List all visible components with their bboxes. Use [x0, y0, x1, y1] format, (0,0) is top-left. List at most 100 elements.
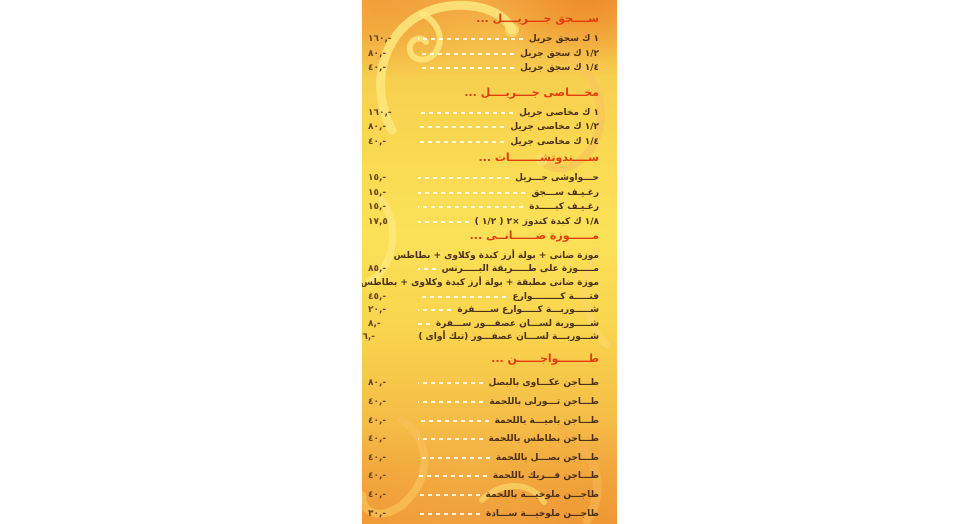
item-price: ٢٠,-: [368, 305, 387, 316]
item-price: ٣٠,-: [368, 508, 387, 519]
item-name: طـــاجن عكـــاوى بالبصل: [488, 378, 599, 389]
menu-item-row: شـــــوربة لســـان عصفـــور ســـفرة ٨,-: [368, 317, 599, 331]
menu-item-row: ١/٢ ك سجق جريل ٨٠,-: [368, 47, 599, 62]
section-title: طــــــــواجــــــن ...: [491, 352, 599, 366]
item-price: ٨٥,-: [368, 264, 387, 275]
menu-item-row: شـــــوربـــة كـــــوارع ســـــفرة ٢٠,-: [368, 303, 599, 317]
item-name: مـــــوزة على طـــــريقة البـــــرنس: [441, 264, 599, 275]
section-items: ١ ك سجق جريل ١٦٠,- ١/٢ ك سجق جريل ٨٠,- ١…: [368, 32, 599, 76]
dashed-leader: [418, 322, 430, 325]
item-name: ١/٨ ك كبدة كندوز ×٢ ( ١/٢ ): [474, 216, 599, 227]
menu-item-row: ١ ك مخاصى جريل ١٦٠,-: [368, 106, 599, 121]
item-price: ٤٠,-: [368, 471, 387, 482]
menu-item-row: فتـــــة كـــــــــوارع ٤٥,-: [368, 290, 599, 304]
dashed-leader: [418, 512, 480, 515]
item-name: فتـــــة كـــــــــوارع: [512, 291, 599, 302]
menu-item-row: موزة ضانى + بولة أرز كبدة وكلاوى + بطاطس…: [368, 249, 599, 263]
menu-item-row: طـــاجن باميـــة باللحمة ٤٠,-: [368, 411, 599, 430]
item-price: ٨,-: [368, 318, 381, 329]
item-price: ٤٠,-: [368, 490, 387, 501]
menu-section: مــــــوزة ضــــــانــى ... موزة ضانى + …: [362, 229, 599, 345]
menu-item-row: طـــاجن تـــورلى باللحمة ٤٠,-: [368, 393, 599, 412]
dashed-leader: [418, 438, 483, 441]
menu-item-row: طـــاجن فـــريك باللحمة ٤٠,-: [368, 467, 599, 486]
menu-item-row: موزة ضانى مطبقة + بولة أرز كبدة وكلاوى +…: [362, 276, 599, 290]
menu-item-row: رغـيـف كبـــــدة ١٥,-: [368, 200, 599, 215]
dashed-leader: [418, 309, 452, 312]
item-price: ٨٠,-: [362, 251, 382, 261]
item-price: ٤٠,-: [368, 415, 387, 426]
item-price: ٦,-: [362, 332, 375, 343]
menu-section: ســــجق جــــريــــل ... ١ ك سجق جريل ١٦…: [368, 12, 599, 76]
menu-section: مخــــاصى جــــريــــل ... ١ ك مخاصى جري…: [368, 86, 599, 150]
item-price: ٨٠,-: [368, 48, 387, 59]
menu-item-row: ١ ك سجق جريل ١٦٠,-: [368, 32, 599, 47]
menu-panel: ســــجق جــــريــــل ... ١ ك سجق جريل ١٦…: [362, 0, 617, 524]
section-items: ١ ك مخاصى جريل ١٦٠,- ١/٢ ك مخاصى جريل ٨٠…: [368, 106, 599, 150]
item-name: شـــــوربة لســـان عصفـــور ســـفرة: [435, 318, 599, 329]
item-name: ١/٢ ك سجق جريل: [520, 48, 599, 59]
item-price: ٤٠,-: [368, 136, 387, 147]
item-name: ١ ك مخاصى جريل: [519, 107, 599, 118]
item-price: ٤٠,-: [368, 63, 387, 74]
menu-item-row: طاجـــن ملوخيـــة باللحمة ٤٠,-: [368, 486, 599, 505]
dashed-leader: [418, 268, 436, 271]
item-name: حـــواوشى جـــريل: [515, 173, 599, 184]
section-title: ســــندوتشــــــــات ...: [478, 151, 599, 164]
dashed-leader: [418, 295, 507, 298]
menu-section: طــــــــواجــــــن ... طـــاجن عكـــاوى…: [368, 352, 599, 523]
menu-item-row: ١/٤ ك مخاصى جريل ٤٠,-: [368, 135, 599, 150]
dashed-leader: [418, 38, 523, 41]
dashed-leader: [418, 52, 515, 55]
item-name: طـــاجن باميـــة باللحمة: [494, 415, 599, 426]
dashed-leader: [418, 126, 505, 129]
dashed-leader: [418, 191, 526, 194]
item-name: طـــاجن تـــورلى باللحمة: [489, 397, 599, 408]
item-price: ١٦٠,-: [368, 107, 392, 118]
item-name: طـــاجن بطاطس باللحمة: [488, 434, 599, 445]
item-price: ٤٠,-: [368, 397, 387, 408]
section-items: حـــواوشى جـــريل ١٥,- رغـيـف ســـجق ١٥,…: [368, 171, 599, 229]
item-name: شـــوربـــة لســـان عصفـــور (تيك أواى ): [418, 332, 599, 343]
item-price: ١٧,٥: [368, 216, 388, 227]
item-name: طـــاجن بصـــل باللحمة: [495, 452, 599, 463]
menu-item-row: ١/٢ ك مخاصى جريل ٨٠,-: [368, 120, 599, 135]
menu-sections: ســــجق جــــريــــل ... ١ ك سجق جريل ١٦…: [362, 0, 617, 523]
item-name: ١/٤ ك سجق جريل: [520, 63, 599, 74]
item-price: ٨٠,-: [368, 378, 387, 389]
dashed-leader: [418, 382, 483, 385]
item-name: رغـيـف كبـــــدة: [529, 202, 599, 213]
section-title: مخــــاصى جــــريــــل ...: [464, 85, 599, 99]
menu-item-row: حـــواوشى جـــريل ١٥,-: [368, 171, 599, 186]
section-items: طـــاجن عكـــاوى بالبصل ٨٠,- طـــاجن تــ…: [368, 374, 599, 523]
menu-item-row: طاجـــن ملوخيـــة ســـادة ٣٠,-: [368, 504, 599, 523]
item-name: موزة ضانى مطبقة + بولة أرز كبدة وكلاوى +…: [362, 277, 599, 288]
dashed-leader: [418, 401, 484, 404]
dashed-leader: [418, 67, 515, 70]
menu-section: ســــندوتشــــــــات ... حـــواوشى جـــر…: [368, 151, 599, 229]
menu-item-row: ١/٨ ك كبدة كندوز ×٢ ( ١/٢ ) ١٧,٥: [368, 215, 599, 230]
item-name: ١/٢ ك مخاصى جريل: [510, 122, 599, 133]
menu-item-row: رغـيـف ســـجق ١٥,-: [368, 186, 599, 201]
dashed-leader: [418, 111, 514, 114]
item-price: ٨٠,-: [368, 122, 387, 133]
menu-item-row: طـــاجن عكـــاوى بالبصل ٨٠,-: [368, 374, 599, 393]
item-name: ١ ك سجق جريل: [528, 34, 599, 45]
dashed-leader: [418, 177, 510, 180]
menu-item-row: ١/٤ ك سجق جريل ٤٠,-: [368, 61, 599, 76]
item-price: ١٥,-: [368, 173, 387, 184]
menu-item-row: طـــاجن بطاطس باللحمة ٤٠,-: [368, 430, 599, 449]
item-price: ١٥,-: [368, 202, 387, 213]
item-price: ٤٥,-: [368, 291, 387, 302]
item-name: رغـيـف ســـجق: [531, 187, 599, 198]
menu-item-row: مـــــوزة على طـــــريقة البـــــرنس ٨٥,…: [368, 263, 599, 277]
dashed-leader: [418, 419, 489, 422]
dashed-leader: [418, 206, 524, 209]
menu-item-row: شـــوربـــة لســـان عصفـــور (تيك أواى )…: [362, 331, 599, 345]
item-name: شـــــوربـــة كـــــوارع ســـــفرة: [457, 305, 599, 316]
item-name: طاجـــن ملوخيـــة باللحمة: [485, 490, 599, 501]
dashed-leader: [418, 456, 490, 459]
dashed-leader: [418, 140, 505, 143]
item-price: ٤٠,-: [368, 434, 387, 445]
